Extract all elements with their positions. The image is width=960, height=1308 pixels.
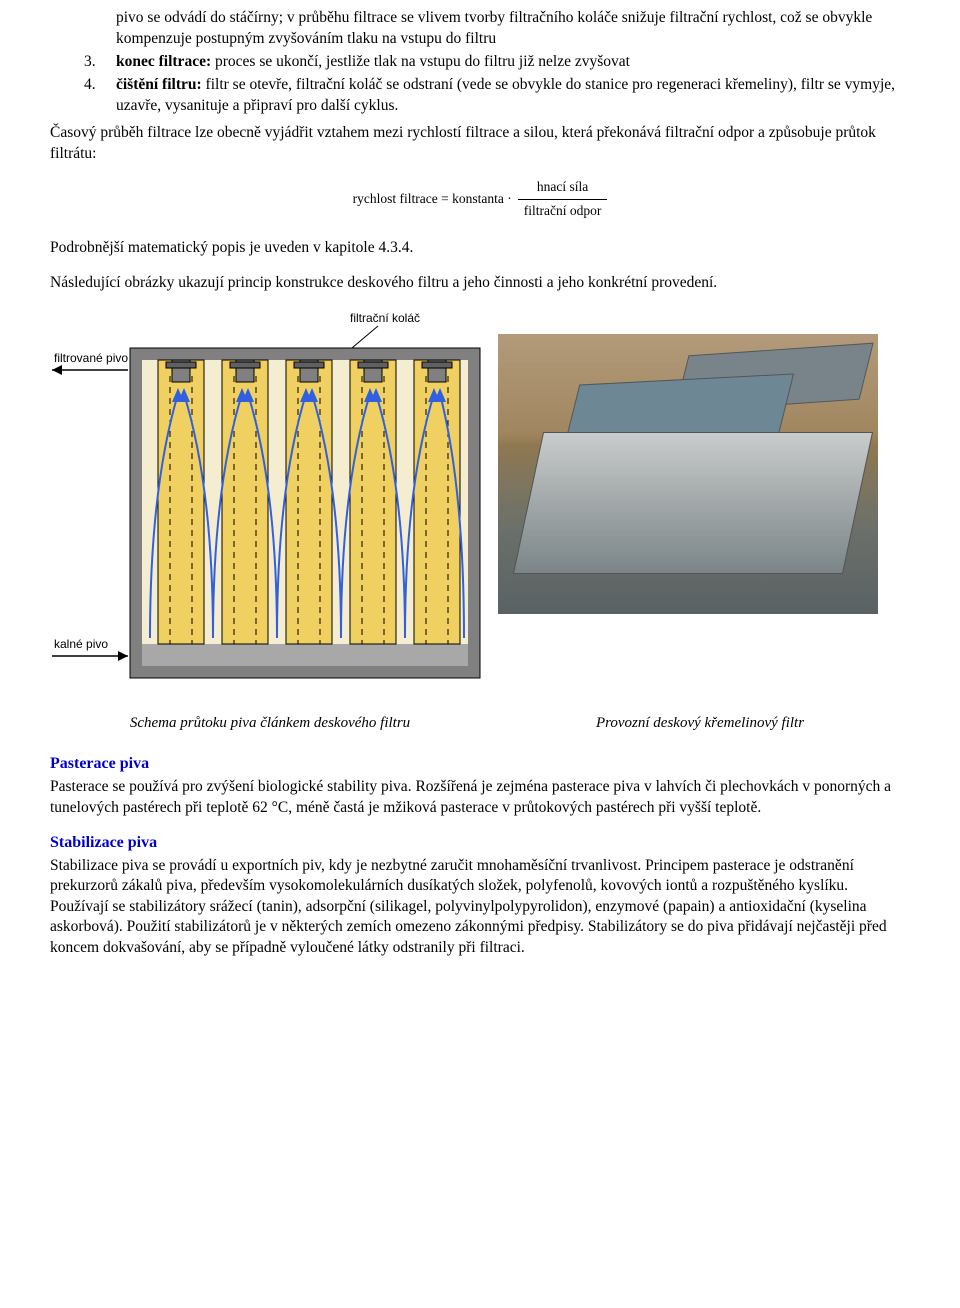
list-text: čištění filtru: filtr se otevře, filtrač… <box>108 75 910 117</box>
caption-right: Provozní deskový křemelinový filtr <box>490 713 910 733</box>
list-rest: proces se ukončí, jestliže tlak na vstup… <box>211 53 630 70</box>
formula-fraction: hnací síla filtrační odpor <box>518 178 608 219</box>
paragraph-obrazky: Následující obrázky ukazují princip kons… <box>50 273 910 294</box>
paragraph-filtrace: Časový průběh filtrace lze obecně vyjádř… <box>50 123 910 165</box>
formula-denominator: filtrační odpor <box>518 200 608 220</box>
formula-lhs: rychlost filtrace = konstanta · <box>353 190 512 208</box>
list-text: konec filtrace: proces se ukončí, jestli… <box>108 52 910 73</box>
caption-row: Schema průtoku piva článkem deskového fi… <box>50 713 910 733</box>
figure-photo <box>498 334 878 614</box>
paragraph-kapitola: Podrobnější matematický popis je uveden … <box>50 238 910 259</box>
list-continuation: pivo se odvádí do stáčírny; v průběhu fi… <box>108 8 910 50</box>
section-pasterace-text: Pasterace se používá pro zvýšení biologi… <box>50 777 910 819</box>
list-term: konec filtrace: <box>116 53 211 70</box>
list-item: 4. čištění filtru: filtr se otevře, filt… <box>50 75 910 117</box>
list-spacer <box>50 8 108 50</box>
photo-placeholder <box>498 334 878 614</box>
list-number: 3. <box>50 52 108 73</box>
formula-inner: rychlost filtrace = konstanta · hnací sí… <box>353 178 608 219</box>
diagram-columns <box>158 360 460 644</box>
filter-diagram-svg: filtrační koláč filtrované pivo kalné pi… <box>50 308 490 693</box>
diagram-label-raw: kalné pivo <box>54 637 108 651</box>
section-pasterace-title: Pasterace piva <box>50 753 910 775</box>
list-item: 3. konec filtrace: proces se ukončí, jes… <box>50 52 910 73</box>
section-stabilizace-title: Stabilizace piva <box>50 832 910 854</box>
formula: rychlost filtrace = konstanta · hnací sí… <box>50 178 910 219</box>
caption-left: Schema průtoku piva článkem deskového fi… <box>50 713 490 733</box>
formula-numerator: hnací síla <box>531 178 594 198</box>
section-stabilizace-text: Stabilizace piva se provádí u exportních… <box>50 856 910 958</box>
list-item: pivo se odvádí do stáčírny; v průběhu fi… <box>50 8 910 50</box>
list-number: 4. <box>50 75 108 117</box>
list-rest: filtr se otevře, filtrační koláč se odst… <box>116 76 895 114</box>
figure-diagram: filtrační koláč filtrované pivo kalné pi… <box>50 308 470 693</box>
diagram-label-filtered: filtrované pivo <box>54 351 128 365</box>
figure-row: filtrační koláč filtrované pivo kalné pi… <box>50 308 910 693</box>
numbered-list: pivo se odvádí do stáčírny; v průběhu fi… <box>50 8 910 117</box>
diagram-label-top: filtrační koláč <box>350 311 420 325</box>
list-term: čištění filtru: <box>116 76 202 93</box>
